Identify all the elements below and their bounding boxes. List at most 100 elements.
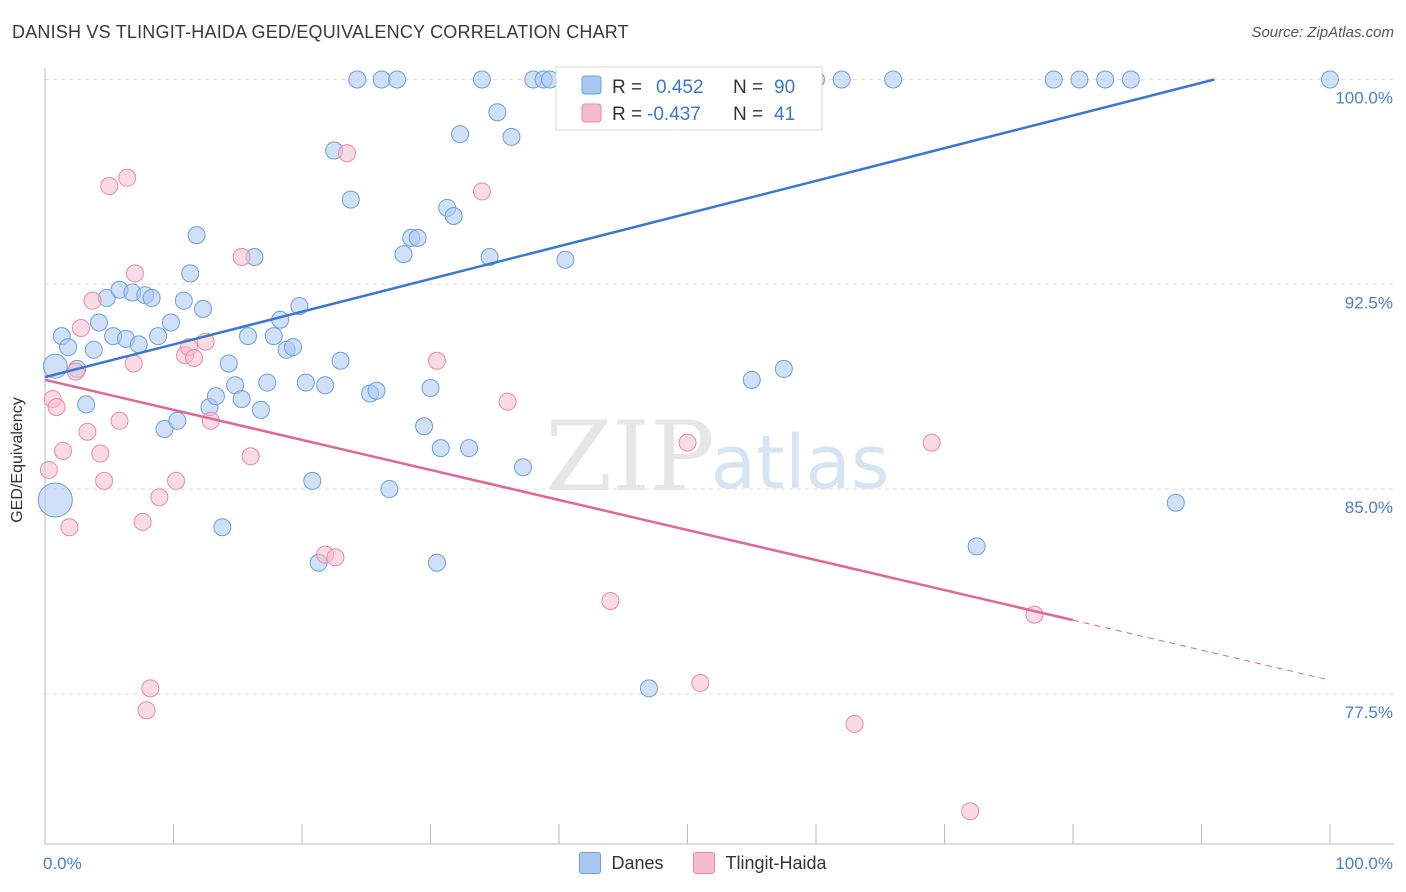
- point-danes: [187, 226, 206, 245]
- point-danes: [488, 103, 507, 122]
- point-danes: [380, 480, 399, 499]
- legend-label-danes: Danes: [611, 852, 664, 873]
- point-danes: [460, 439, 479, 458]
- point-danes: [213, 518, 232, 537]
- point-danes: [84, 340, 103, 359]
- point-danes: [480, 247, 499, 266]
- point-danes: [639, 679, 658, 698]
- point-danes: [258, 373, 277, 392]
- stats-r-value-danes: 0.452: [656, 77, 704, 98]
- trend-line-danes: [44, 78, 1215, 379]
- point-tlingit-haida: [498, 392, 517, 411]
- y-tick-label: 92.5%: [1345, 293, 1393, 312]
- point-danes: [181, 264, 200, 283]
- x-tick-label: 0.0%: [43, 854, 82, 873]
- point-tlingit-haida: [845, 714, 864, 733]
- point-danes: [431, 439, 450, 458]
- stats-n-value-tlingit: 41: [774, 104, 795, 125]
- point-tlingit-haida: [601, 591, 620, 610]
- point-danes: [388, 70, 407, 89]
- point-danes: [155, 419, 174, 438]
- point-danes: [239, 327, 258, 346]
- point-danes: [774, 359, 793, 378]
- point-danes: [421, 379, 440, 398]
- point-danes: [206, 387, 225, 406]
- stats-r-label-tlingit: R =: [612, 104, 642, 125]
- point-tlingit-haida: [71, 318, 90, 337]
- point-tlingit-haida: [137, 701, 156, 720]
- point-danes: [142, 288, 161, 307]
- point-danes: [316, 376, 335, 395]
- point-danes: [967, 537, 986, 556]
- point-tlingit-haida: [100, 176, 119, 195]
- point-tlingit-haida: [241, 447, 260, 466]
- point-danes: [502, 127, 521, 146]
- point-danes: [472, 70, 491, 89]
- point-tlingit-haida: [83, 291, 102, 310]
- legend-label-tlingit-haida: Tlingit-Haida: [725, 852, 827, 873]
- stats-legend: R = 0.452 N = 90 R = -0.437 N = 41: [555, 66, 823, 131]
- point-danes: [372, 70, 391, 89]
- point-danes: [514, 458, 533, 477]
- tick-labels: 77.5% 85.0% 92.5% 100.0% 0.0% 100.0%: [43, 89, 1393, 874]
- stats-swatch-tlingit: [581, 103, 602, 123]
- legend-item-tlingit-haida[interactable]: Tlingit-Haida: [693, 852, 827, 874]
- stats-swatch-danes: [581, 75, 602, 95]
- grid-lines: [45, 79, 1394, 695]
- point-tlingit-haida: [110, 411, 129, 430]
- data-points: [37, 70, 1339, 821]
- point-danes: [742, 370, 761, 389]
- point-danes: [1166, 493, 1185, 512]
- stats-r-label-danes: R =: [612, 77, 642, 98]
- point-tlingit-haida: [133, 512, 152, 531]
- point-danes: [219, 354, 238, 373]
- point-tlingit-haida: [47, 398, 66, 417]
- stats-n-label-danes: N =: [733, 77, 763, 98]
- point-danes: [89, 313, 108, 332]
- point-danes: [77, 395, 96, 414]
- point-tlingit-haida: [60, 518, 79, 537]
- point-tlingit-haida: [326, 548, 345, 567]
- watermark: ZIP atlas: [545, 401, 889, 513]
- point-danes: [174, 291, 193, 310]
- point-danes: [1070, 70, 1089, 89]
- legend: Danes Tlingit-Haida: [0, 852, 1406, 874]
- point-danes: [303, 471, 322, 490]
- y-tick-label: 77.5%: [1345, 703, 1393, 722]
- axes: [44, 68, 1394, 845]
- chart-title: DANISH VS TLINGIT-HAIDA GED/EQUIVALENCY …: [12, 22, 629, 42]
- point-tlingit-haida: [124, 354, 143, 373]
- point-danes: [149, 327, 168, 346]
- y-tick-label: 100.0%: [1335, 89, 1393, 108]
- legend-swatch-danes: [579, 852, 602, 874]
- point-danes: [444, 207, 463, 226]
- point-danes: [1121, 70, 1140, 89]
- point-danes: [451, 125, 470, 144]
- y-tick-label: 85.0%: [1345, 498, 1393, 517]
- point-tlingit-haida: [922, 433, 941, 452]
- point-tlingit-haida: [141, 679, 160, 698]
- point-danes: [264, 327, 283, 346]
- point-tlingit-haida: [961, 802, 980, 821]
- point-tlingit-haida: [118, 168, 137, 187]
- point-danes: [284, 338, 303, 357]
- point-tlingit-haida: [150, 488, 169, 507]
- point-tlingit-haida: [53, 441, 72, 460]
- point-tlingit-haida: [91, 444, 110, 463]
- point-danes: [884, 70, 903, 89]
- point-danes: [1096, 70, 1115, 89]
- stats-r-value-tlingit: -0.437: [647, 104, 701, 125]
- point-danes: [408, 228, 427, 247]
- point-tlingit-haida: [691, 673, 710, 692]
- watermark-atlas: atlas: [711, 420, 890, 506]
- point-danes: [296, 373, 315, 392]
- trend-line-tlingit-haida-extension: [1072, 619, 1331, 681]
- point-danes: [1321, 70, 1339, 89]
- point-danes: [341, 190, 360, 209]
- point-tlingit-haida: [185, 348, 204, 367]
- point-danes: [194, 299, 213, 318]
- point-tlingit-haida: [125, 264, 144, 283]
- stats-n-label-tlingit: N =: [733, 104, 763, 125]
- legend-item-danes[interactable]: Danes: [579, 852, 663, 874]
